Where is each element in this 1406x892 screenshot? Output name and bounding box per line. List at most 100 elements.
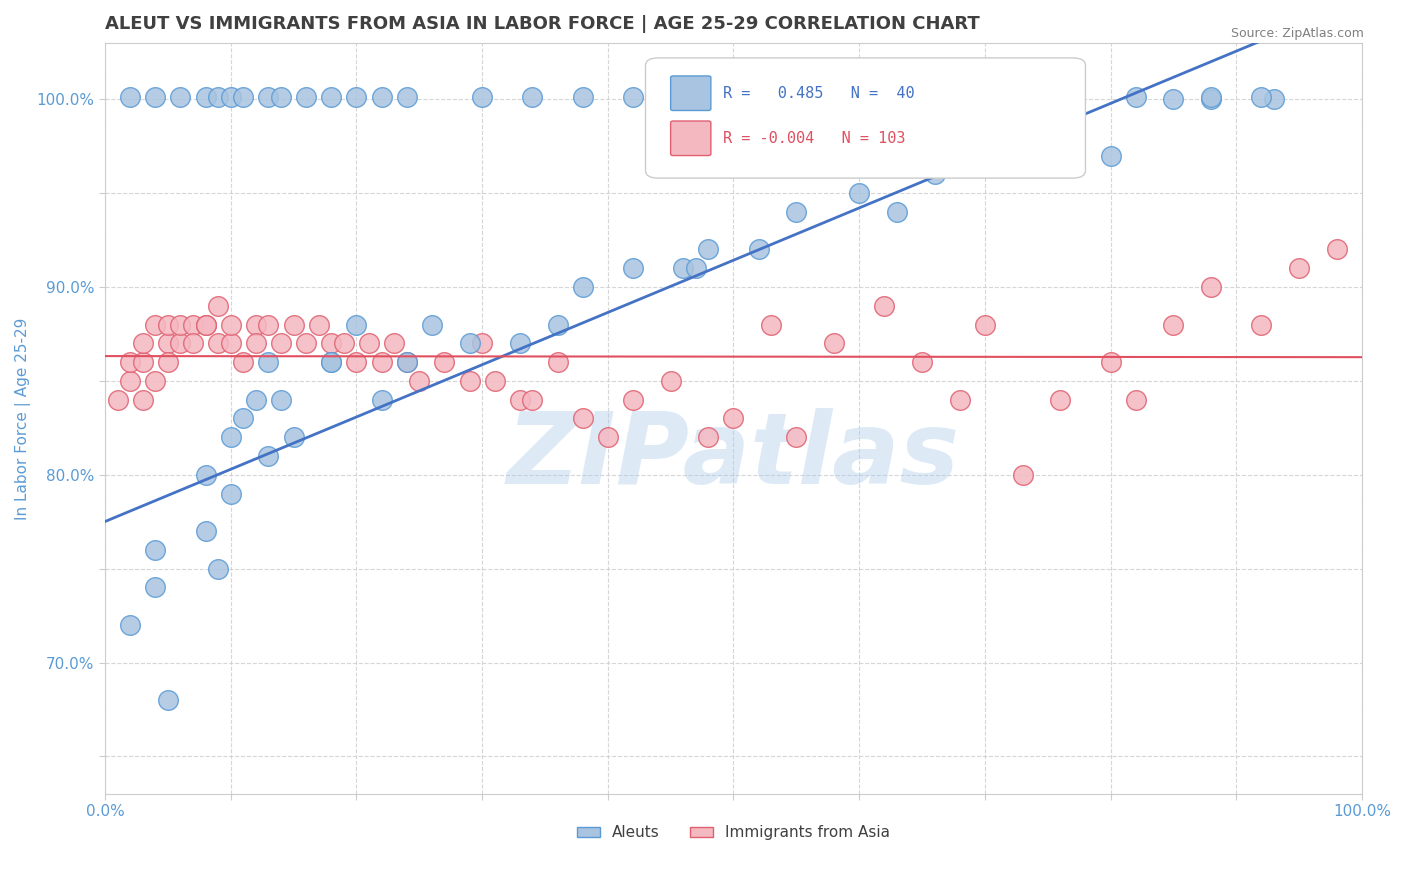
Point	[973, 90, 995, 104]
Point	[169, 336, 191, 351]
Point	[143, 374, 166, 388]
Point	[245, 392, 267, 407]
Point	[283, 318, 305, 332]
Text: R =   0.485   N =  40: R = 0.485 N = 40	[724, 86, 915, 101]
Point	[1125, 90, 1147, 104]
Point	[370, 90, 392, 104]
Text: R = -0.004   N = 103: R = -0.004 N = 103	[724, 131, 905, 145]
Point	[395, 355, 418, 369]
Point	[873, 90, 896, 104]
Point	[194, 90, 217, 104]
Point	[785, 205, 807, 219]
Point	[344, 318, 367, 332]
Point	[1163, 318, 1185, 332]
Point	[257, 449, 280, 463]
Point	[219, 336, 242, 351]
Point	[257, 90, 280, 104]
Point	[156, 336, 179, 351]
Point	[571, 411, 593, 425]
Point	[321, 355, 343, 369]
Point	[219, 486, 242, 500]
Point	[672, 261, 695, 276]
Point	[785, 430, 807, 444]
Point	[484, 374, 506, 388]
Point	[181, 318, 204, 332]
Point	[270, 336, 292, 351]
Point	[697, 243, 720, 257]
Point	[1250, 318, 1272, 332]
Point	[295, 336, 318, 351]
Point	[194, 318, 217, 332]
Point	[571, 280, 593, 294]
Point	[509, 336, 531, 351]
Point	[408, 374, 430, 388]
Point	[131, 355, 153, 369]
Point	[471, 90, 494, 104]
Point	[257, 355, 280, 369]
Point	[219, 430, 242, 444]
Point	[509, 392, 531, 407]
Point	[321, 336, 343, 351]
Point	[357, 336, 380, 351]
Point	[547, 318, 569, 332]
Point	[143, 318, 166, 332]
Point	[245, 318, 267, 332]
Point	[308, 318, 330, 332]
Point	[207, 90, 229, 104]
Point	[333, 336, 356, 351]
Point	[1099, 148, 1122, 162]
Point	[219, 90, 242, 104]
Point	[344, 90, 367, 104]
Point	[120, 355, 142, 369]
Point	[295, 90, 318, 104]
Point	[257, 318, 280, 332]
Point	[169, 318, 191, 332]
Point	[120, 618, 142, 632]
Point	[659, 374, 682, 388]
Point	[321, 90, 343, 104]
Point	[848, 186, 870, 200]
Point	[420, 318, 443, 332]
Point	[873, 299, 896, 313]
Point	[522, 392, 544, 407]
Text: Source: ZipAtlas.com: Source: ZipAtlas.com	[1230, 27, 1364, 40]
Point	[433, 355, 456, 369]
Point	[395, 90, 418, 104]
Point	[911, 355, 934, 369]
Point	[283, 430, 305, 444]
Point	[181, 336, 204, 351]
Point	[270, 392, 292, 407]
Point	[194, 467, 217, 482]
FancyBboxPatch shape	[671, 121, 711, 155]
Point	[1250, 90, 1272, 104]
Point	[270, 90, 292, 104]
Point	[156, 693, 179, 707]
Point	[219, 318, 242, 332]
Point	[169, 90, 191, 104]
Y-axis label: In Labor Force | Age 25-29: In Labor Force | Age 25-29	[15, 318, 31, 520]
Point	[207, 336, 229, 351]
Point	[232, 411, 254, 425]
Point	[370, 392, 392, 407]
Point	[1326, 243, 1348, 257]
Point	[370, 355, 392, 369]
Point	[621, 392, 644, 407]
Point	[143, 90, 166, 104]
Point	[207, 299, 229, 313]
Point	[1263, 92, 1285, 106]
Point	[382, 336, 405, 351]
Point	[120, 374, 142, 388]
Point	[143, 542, 166, 557]
Point	[143, 581, 166, 595]
Point	[761, 318, 783, 332]
Text: ZIPatlas: ZIPatlas	[508, 408, 960, 505]
FancyBboxPatch shape	[671, 76, 711, 111]
Point	[107, 392, 129, 407]
Point	[973, 318, 995, 332]
Point	[120, 90, 142, 104]
Point	[1163, 92, 1185, 106]
Point	[723, 411, 745, 425]
Point	[245, 336, 267, 351]
Point	[232, 355, 254, 369]
Point	[1011, 467, 1033, 482]
